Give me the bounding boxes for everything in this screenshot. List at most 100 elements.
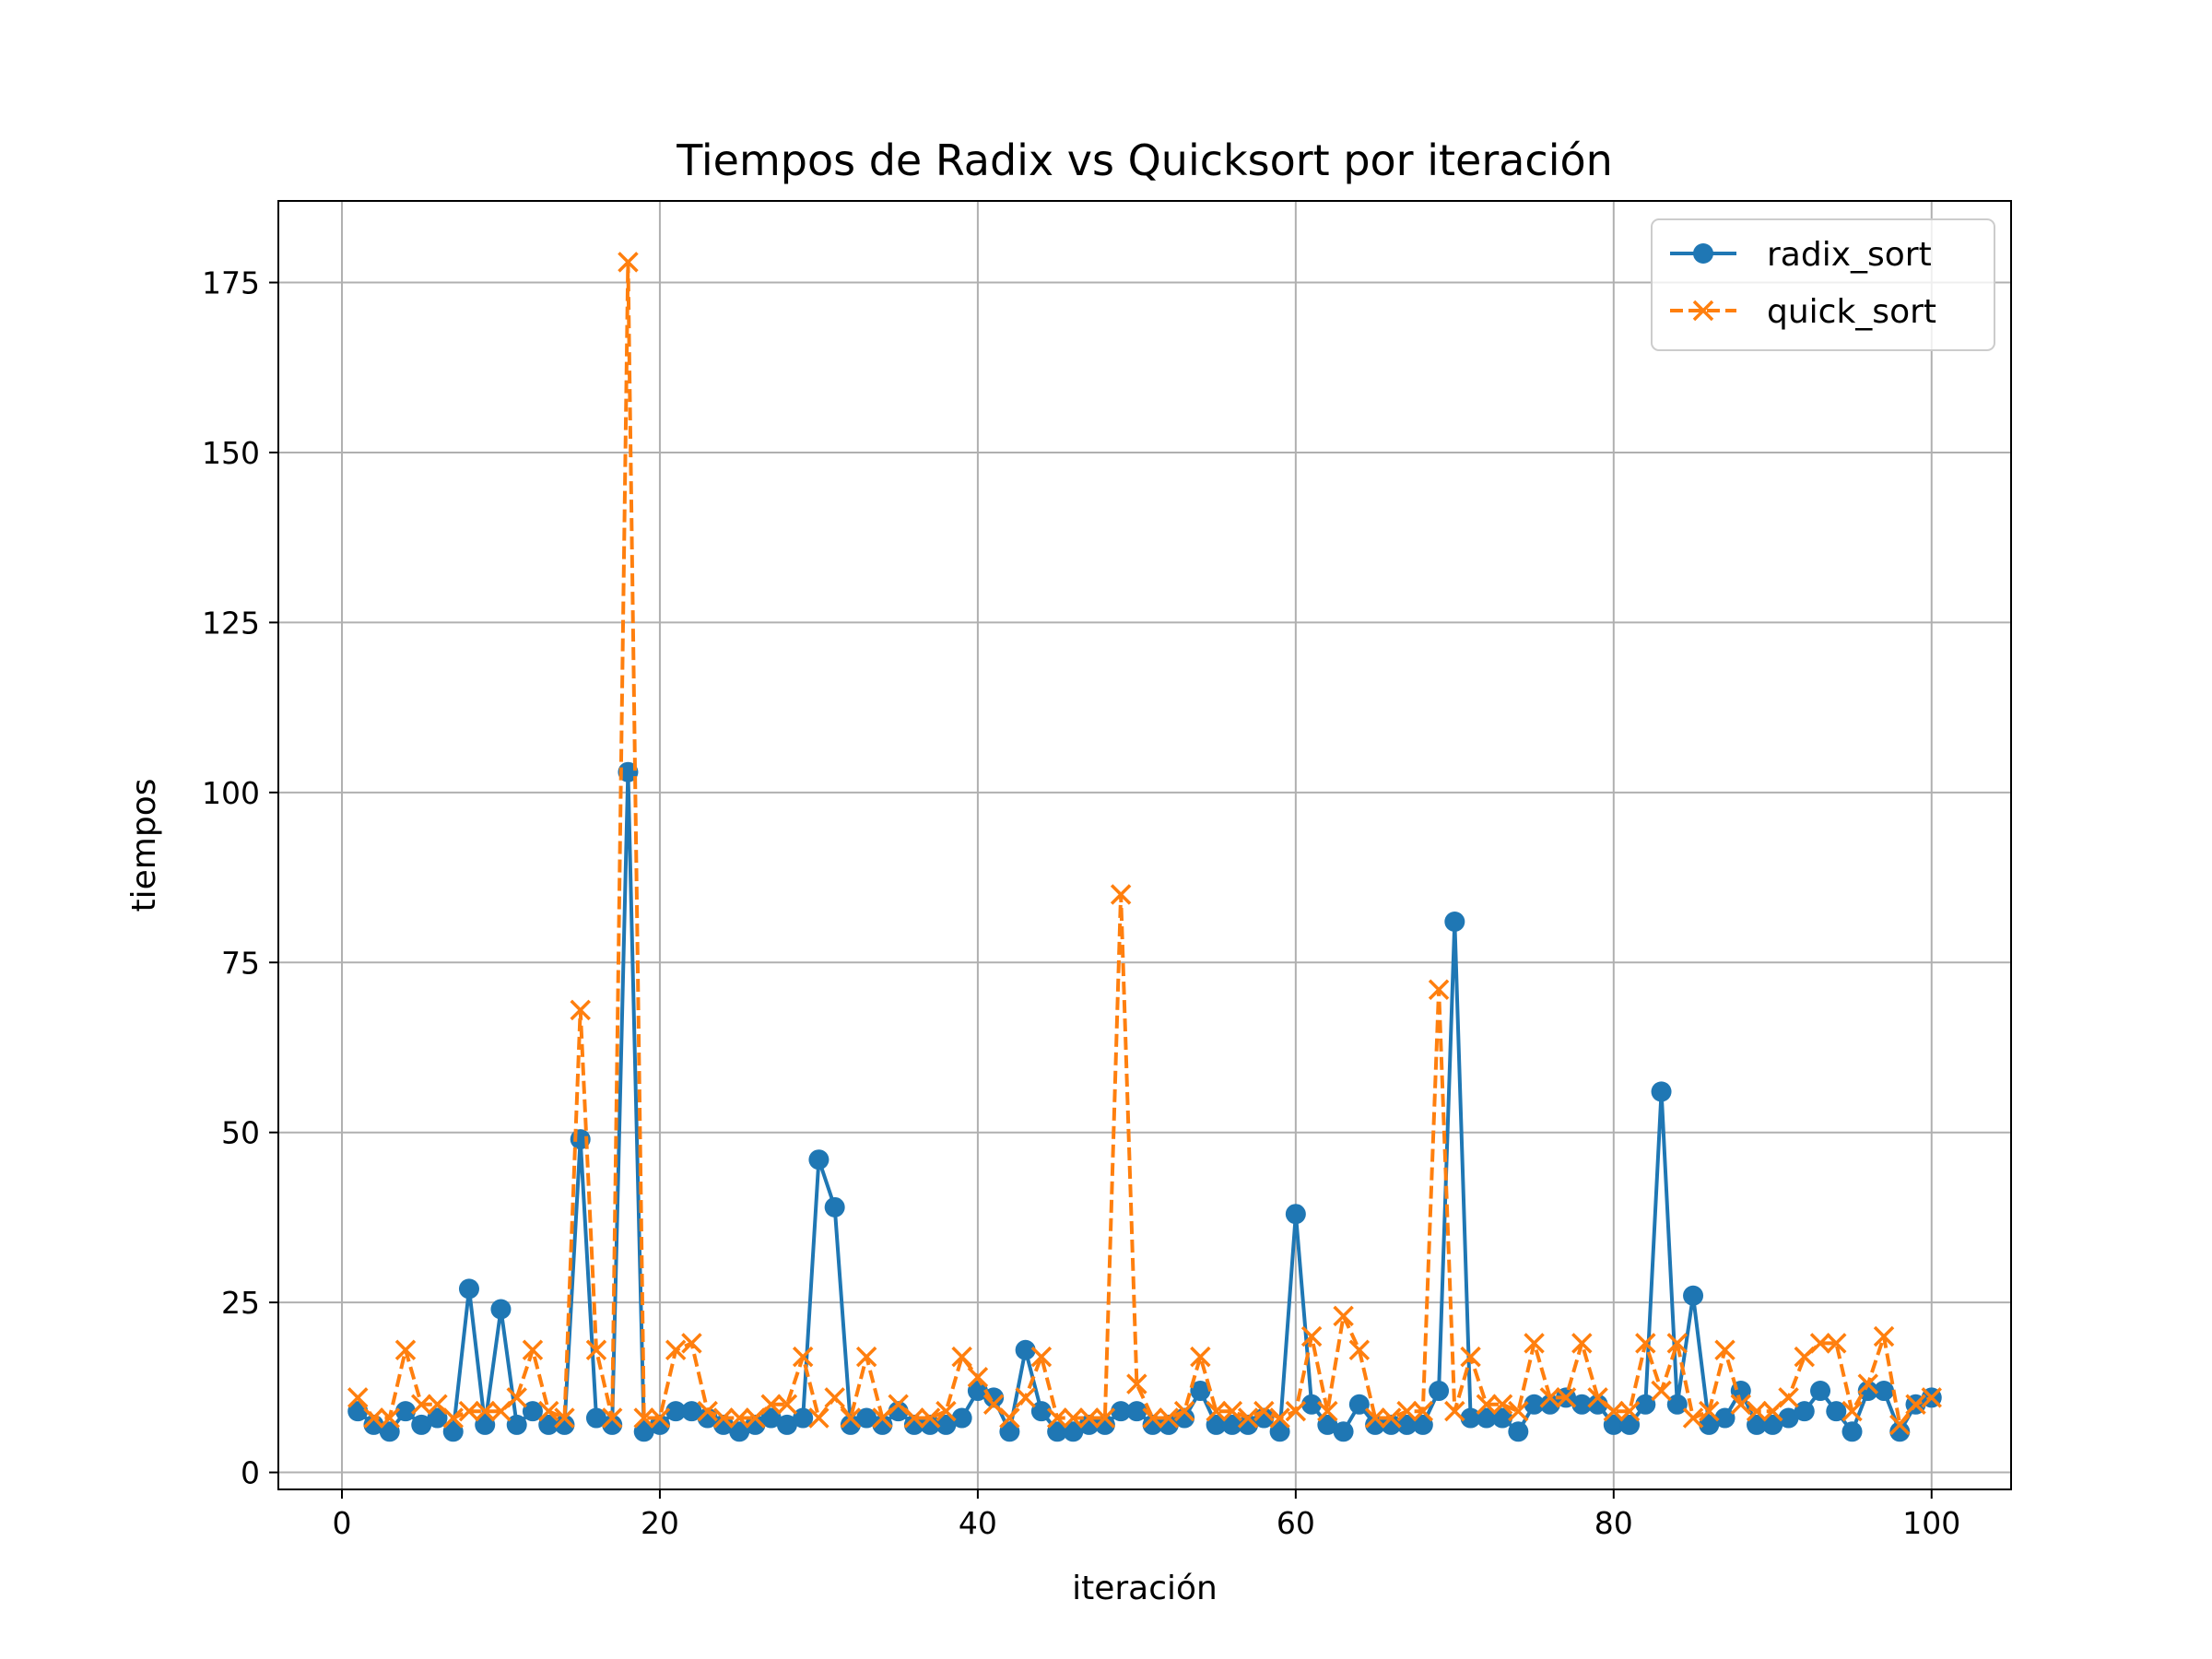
- data-point: [570, 999, 591, 1021]
- data-point: [1810, 1381, 1831, 1402]
- data-point: [1508, 1400, 1529, 1422]
- y-tick-label: 150: [202, 435, 260, 471]
- data-point: [1285, 1204, 1306, 1225]
- data-point: [776, 1394, 798, 1416]
- data-point: [1285, 1400, 1307, 1422]
- data-point: [442, 1407, 464, 1429]
- data-point: [665, 1401, 687, 1422]
- legend-item-radix-sort: radix_sort: [1670, 236, 1932, 274]
- data-point: [522, 1401, 543, 1422]
- data-point: [1333, 1305, 1354, 1327]
- data-point: [1238, 1414, 1259, 1435]
- data-point: [1603, 1414, 1624, 1435]
- data-point: [1348, 1339, 1371, 1361]
- series-line: [356, 770, 1933, 1434]
- data-point: [1889, 1414, 1911, 1436]
- data-point: [872, 1407, 893, 1429]
- data-point: [1221, 1400, 1243, 1422]
- data-point: [1269, 1407, 1290, 1429]
- data-point: [1190, 1346, 1211, 1368]
- legend-label: quick_sort: [1767, 293, 1936, 331]
- data-point: [1301, 1394, 1323, 1415]
- data-point: [1762, 1400, 1783, 1422]
- data-point: [1206, 1414, 1227, 1435]
- data-point: [427, 1394, 448, 1416]
- y-tick-label: 25: [221, 1285, 260, 1321]
- data-point: [1111, 1401, 1132, 1422]
- data-point: [1015, 1387, 1036, 1408]
- data-point: [1030, 1401, 1052, 1422]
- data-point: [1412, 1400, 1434, 1422]
- y-tick-label: 0: [241, 1455, 260, 1491]
- data-point: [1317, 1414, 1338, 1435]
- data-point: [506, 1387, 527, 1408]
- data-point: [633, 1407, 654, 1429]
- data-point: [1794, 1346, 1816, 1368]
- data-point: [1524, 1333, 1545, 1354]
- data-point: [1015, 1339, 1036, 1360]
- data-point: [1126, 1373, 1147, 1394]
- data-point: [506, 1414, 527, 1435]
- data-point: [1460, 1407, 1481, 1429]
- data-point: [601, 1407, 623, 1429]
- data-point: [1269, 1421, 1290, 1442]
- data-point: [1047, 1421, 1068, 1442]
- data-point: [1046, 1407, 1068, 1429]
- data-point: [1571, 1333, 1593, 1354]
- data-point: [1030, 1346, 1053, 1368]
- data-point: [379, 1407, 400, 1429]
- data-point: [1714, 1407, 1735, 1429]
- x-tick-label: 100: [1902, 1505, 1960, 1541]
- data-point: [760, 1394, 782, 1416]
- data-point: [1587, 1394, 1608, 1415]
- x-tick-label: 60: [1277, 1505, 1315, 1541]
- legend-item-quick-sort: quick_sort: [1670, 293, 1936, 331]
- data-point: [427, 1407, 448, 1429]
- data-point: [840, 1407, 862, 1429]
- data-point: [1348, 1394, 1370, 1415]
- data-point: [633, 1421, 654, 1442]
- y-tick-label: 125: [202, 605, 260, 641]
- data-point: [1874, 1381, 1895, 1402]
- data-point: [999, 1407, 1020, 1429]
- data-point: [1889, 1421, 1911, 1442]
- data-point: [967, 1381, 988, 1402]
- data-point: [1635, 1333, 1656, 1354]
- data-point: [792, 1346, 814, 1368]
- series-quick-sort: [347, 252, 1942, 1436]
- data-point: [1396, 1414, 1418, 1435]
- data-point: [1444, 1400, 1465, 1422]
- data-point: [728, 1407, 750, 1429]
- data-point: [697, 1400, 718, 1422]
- data-point: [903, 1407, 925, 1429]
- data-point: [935, 1400, 957, 1422]
- data-point: [793, 1407, 814, 1429]
- data-point: [649, 1407, 671, 1429]
- data-point: [982, 1394, 1005, 1416]
- legend-marker: [1693, 243, 1713, 264]
- data-point: [999, 1421, 1020, 1442]
- data-point: [1190, 1381, 1211, 1402]
- data-point: [1857, 1373, 1879, 1394]
- data-point: [618, 761, 639, 782]
- data-point: [1809, 1333, 1831, 1354]
- data-point: [442, 1421, 464, 1442]
- data-point: [537, 1400, 559, 1422]
- grid-lines: [278, 201, 2011, 1489]
- data-point: [1444, 911, 1465, 932]
- y-tick-label: 175: [202, 265, 260, 301]
- y-tick-label: 100: [202, 775, 260, 811]
- data-point: [745, 1407, 766, 1429]
- y-axis-label: tiempos: [125, 779, 163, 912]
- data-point: [1619, 1414, 1641, 1435]
- data-point: [967, 1367, 989, 1388]
- data-point: [1158, 1407, 1180, 1429]
- data-point: [1778, 1387, 1799, 1408]
- data-point: [1778, 1407, 1799, 1429]
- data-point: [585, 1407, 606, 1429]
- data-point: [522, 1339, 544, 1361]
- y-tick-label: 50: [221, 1115, 260, 1151]
- data-point: [379, 1421, 400, 1442]
